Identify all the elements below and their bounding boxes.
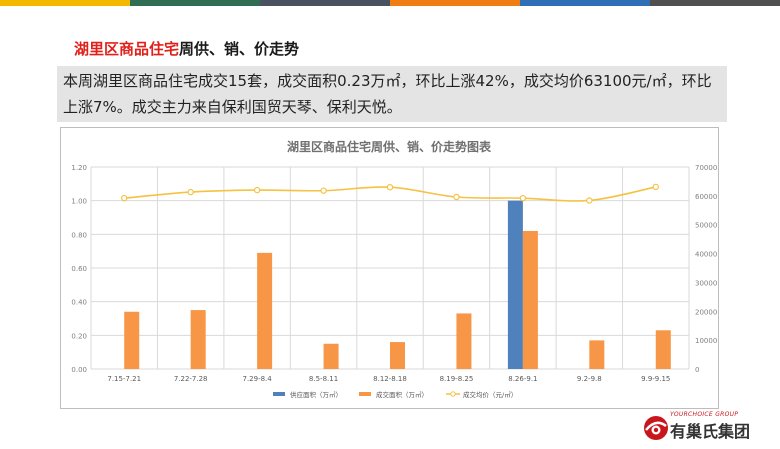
- x-tick-label: 7.22-7.28: [174, 375, 208, 383]
- y-left-tick-label: 1.00: [71, 198, 87, 206]
- line-point-avg-price: [320, 187, 327, 194]
- y-right-tick-label: 20000: [695, 308, 717, 316]
- y-left-tick-label: 0.60: [71, 265, 87, 273]
- bar-deal-area: [589, 340, 605, 369]
- bar-deal-area: [456, 313, 472, 369]
- line-point-avg-price: [121, 194, 128, 202]
- x-tick-label: 8.12-8.18: [373, 375, 407, 383]
- top-color-bar: [0, 0, 780, 6]
- y-right-tick-label: 70000: [695, 164, 717, 172]
- legend-swatch: [359, 392, 371, 396]
- y-left-tick-label: 0.20: [71, 332, 87, 340]
- x-tick-label: 8.19-8.25: [440, 375, 474, 383]
- line-point-avg-price: [386, 184, 394, 191]
- top-bar-segment: [650, 0, 780, 6]
- line-point-avg-price: [253, 186, 261, 194]
- legend-label: 成交面积（万㎡）: [376, 390, 428, 399]
- page-heading: 湖里区商品住宅周供、销、价走势: [74, 38, 299, 59]
- logo-emblem-icon: [644, 416, 668, 440]
- chart-container: 湖里区商品住宅周供、销、价走势图表 0.00 0.20 0.40 0.60 0.80 1.0…: [60, 127, 719, 409]
- heading-highlight: 湖里区商品住宅: [74, 40, 180, 58]
- y-right-tick-label: 10000: [695, 337, 717, 345]
- line-point-avg-price: [652, 183, 659, 191]
- x-tick-label: 8.26-9.1: [508, 375, 537, 383]
- logo-english-text: YOURCHOICE GROUP: [670, 411, 739, 418]
- y-right-tick-label: 60000: [695, 193, 717, 201]
- bar-deal-area: [655, 330, 671, 369]
- heading-rest: 周供、销、价走势: [179, 40, 300, 58]
- bar-deal-area: [124, 311, 140, 369]
- x-tick-label: 9.2-9.8: [577, 375, 602, 383]
- bar-deal-area: [390, 342, 405, 369]
- combo-chart: 湖里区商品住宅周供、销、价走势图表 0.00 0.20 0.40 0.60 0.80 1.0…: [71, 139, 717, 399]
- line-point-avg-price: [453, 193, 460, 201]
- bar-supply-area: [507, 200, 523, 369]
- legend-label: 成交均价（元/㎡）: [463, 390, 517, 399]
- y-left-tick-label: 0.00: [71, 366, 87, 374]
- y-right-tick-label: 40000: [695, 251, 717, 259]
- legend-label: 供应面积（万㎡）: [290, 390, 342, 399]
- line-point-avg-price: [519, 194, 527, 202]
- line-point-avg-price: [187, 188, 194, 196]
- x-tick-label: 8.5-8.11: [309, 375, 338, 383]
- y-left-tick-label: 0.80: [71, 231, 87, 239]
- top-bar-segment: [520, 0, 650, 6]
- legend-swatch: [273, 392, 285, 396]
- bar-deal-area: [190, 310, 206, 369]
- bar-deal-area: [323, 343, 339, 369]
- top-bar-segment: [390, 0, 520, 6]
- legend-swatch-marker: [450, 391, 456, 397]
- top-bar-segment: [130, 0, 260, 6]
- top-bar-segment: [0, 0, 130, 6]
- y-left-tick-label: 0.40: [71, 299, 87, 307]
- line-point-avg-price: [586, 197, 593, 204]
- summary-text: 本周湖里区商品住宅成交15套，成交面积0.23万㎡，环比上涨42%，成交均价63…: [57, 66, 727, 122]
- chart-title: 湖里区商品住宅周供、销、价走势图表: [287, 139, 492, 154]
- x-tick-label: 9.9-9.15: [641, 375, 670, 383]
- top-bar-segment: [260, 0, 390, 6]
- company-logo: YOURCHOICE GROUP 有巢氏集团: [640, 408, 780, 449]
- y-right-tick-label: 50000: [695, 222, 717, 230]
- x-tick-label: 7.15-7.21: [107, 375, 141, 383]
- bar-deal-area: [522, 230, 538, 369]
- y-right-tick-label: 0: [695, 366, 699, 374]
- logo-chinese-text: 有巢氏集团: [670, 422, 751, 441]
- bar-deal-area: [257, 252, 273, 369]
- x-tick-label: 7.29-8.4: [242, 375, 272, 383]
- y-left-tick-label: 1.20: [71, 164, 87, 172]
- y-right-tick-label: 30000: [695, 279, 717, 287]
